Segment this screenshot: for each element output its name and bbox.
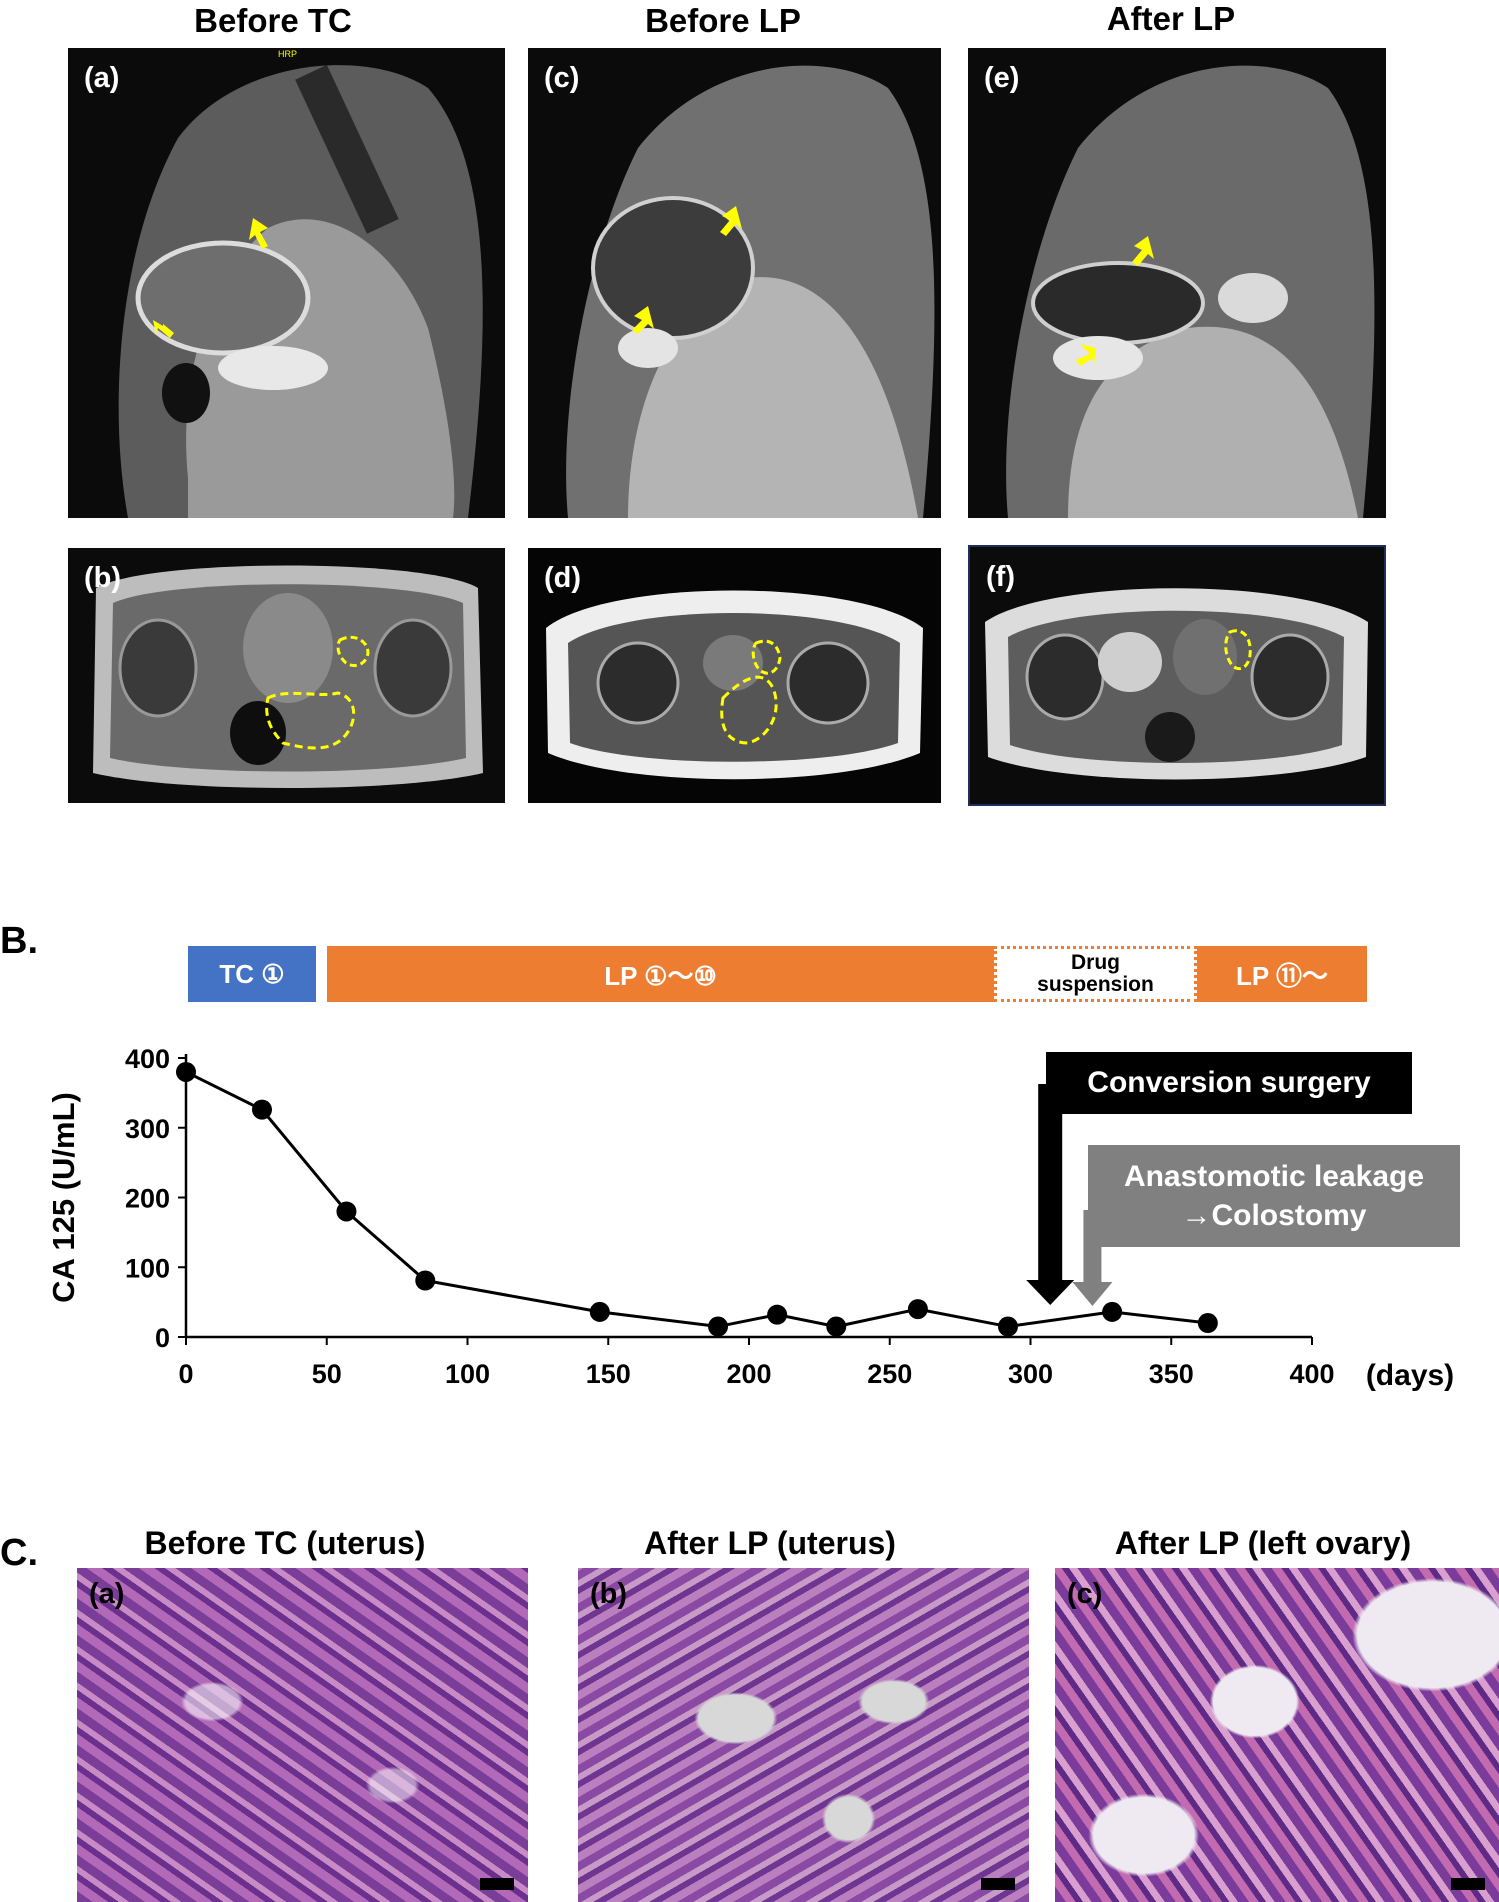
yellow-arrow-icon — [153, 320, 174, 338]
histology-image-c: (c) — [1055, 1568, 1499, 1902]
column-title-before-tc: Before TC — [194, 2, 352, 39]
image-label-d: (d) — [544, 562, 582, 594]
data-point — [826, 1316, 847, 1337]
x-tick-label: 50 — [312, 1359, 342, 1389]
x-tick-label: 150 — [586, 1359, 631, 1389]
x-tick-label: 350 — [1149, 1359, 1194, 1389]
x-axis-label: (days) — [1366, 1359, 1454, 1392]
callout-leakage-line2: →Colostomy — [1181, 1199, 1367, 1232]
mri-axial-f: (f) — [968, 545, 1386, 806]
callout-leakage-line1: Anastomotic leakage — [1123, 1160, 1425, 1193]
data-point — [997, 1316, 1018, 1337]
image-label-e: (e) — [984, 62, 1020, 94]
data-point — [252, 1099, 273, 1120]
x-tick-label: 300 — [1008, 1359, 1053, 1389]
callout-anastomotic-leakage: Anastomotic leakage →Colostomy — [1088, 1145, 1460, 1247]
histo-label-b: (b) — [590, 1578, 628, 1610]
callout-conversion-surgery: Conversion surgery — [1046, 1052, 1412, 1114]
panel-letter-b: B. — [0, 920, 38, 962]
data-point — [1197, 1313, 1218, 1334]
mri-sagittal-e: (e) — [968, 48, 1386, 518]
tumor-outline — [1224, 629, 1252, 671]
y-tick-label: 400 — [125, 1044, 170, 1074]
data-point — [415, 1270, 436, 1291]
mri-axial-b: (b) — [68, 548, 505, 803]
x-tick-label: 200 — [726, 1359, 771, 1389]
image-label-a: (a) — [84, 62, 120, 94]
column-title-before-lp: Before LP — [645, 2, 801, 39]
image-label-c: (c) — [544, 62, 580, 94]
timeline-lp-11: LP ⑪～ — [1197, 946, 1367, 1002]
column-title-after-lp: After LP — [1106, 0, 1236, 37]
y-tick-label: 0 — [155, 1323, 170, 1353]
histology-image-a: (a) — [77, 1568, 528, 1902]
mri-sagittal-a-image: HRP — [118, 49, 483, 518]
tumor-outline — [751, 639, 782, 675]
leakage-arrow-icon — [1072, 1210, 1113, 1306]
data-point — [1102, 1301, 1123, 1322]
data-point — [589, 1301, 610, 1322]
mri-sagittal-a: HRP (a) — [68, 48, 505, 518]
histology-image-b: (b) — [578, 1568, 1029, 1902]
data-point — [708, 1316, 729, 1337]
mri-axial-d-image — [528, 548, 941, 803]
x-tick-label: 0 — [178, 1359, 193, 1389]
watermark-text: HRP — [278, 49, 297, 59]
x-tick-label: 100 — [445, 1359, 490, 1389]
mri-sagittal-e-image — [1006, 65, 1375, 518]
ca125-series-line — [185, 1070, 1209, 1329]
histo-title-c: After LP (left ovary) — [1114, 1525, 1412, 1561]
timeline-drug-suspension: Drug suspension — [994, 946, 1197, 1002]
yellow-arrow-icon — [249, 218, 268, 249]
yellow-arrow-icon — [1132, 236, 1154, 266]
surgery-arrow-icon — [1026, 1084, 1075, 1305]
x-tick-label: 400 — [1289, 1359, 1334, 1389]
tumor-outline — [265, 691, 356, 750]
y-tick-label: 200 — [125, 1184, 170, 1214]
data-point — [336, 1201, 357, 1222]
histo-label-a: (a) — [89, 1578, 125, 1610]
timeline-lp-1-10: LP ①～⑩ — [327, 946, 994, 1002]
scale-bar — [480, 1878, 514, 1890]
tumor-outline — [720, 675, 778, 745]
yellow-arrow-icon — [632, 306, 654, 334]
data-point — [176, 1061, 196, 1082]
data-point — [767, 1304, 788, 1325]
y-tick-label: 300 — [125, 1114, 170, 1144]
histo-title-a: Before TC (uterus) — [144, 1525, 426, 1561]
scale-bar — [1451, 1878, 1485, 1890]
mri-axial-b-image — [93, 565, 483, 788]
panel-letter-c: C. — [0, 1532, 38, 1574]
mri-sagittal-c: (c) — [528, 48, 941, 518]
yellow-arrow-icon — [720, 206, 742, 236]
image-label-f: (f) — [986, 561, 1015, 593]
y-axis-label: CA 125 (U/mL) — [46, 1092, 81, 1303]
mri-axial-d: (d) — [528, 548, 941, 803]
timeline-tc: TC ① — [188, 946, 316, 1002]
mri-sagittal-c-image — [566, 65, 935, 518]
scale-bar — [981, 1878, 1015, 1890]
image-label-b: (b) — [84, 562, 122, 594]
y-tick-label: 100 — [125, 1253, 170, 1283]
yellow-arrow-icon — [1076, 344, 1096, 366]
data-point — [907, 1299, 928, 1320]
x-tick-label: 250 — [867, 1359, 912, 1389]
histo-label-c: (c) — [1067, 1578, 1103, 1610]
histo-title-b: After LP (uterus) — [644, 1525, 896, 1561]
mri-axial-f-image — [985, 588, 1368, 780]
tumor-outline — [336, 635, 370, 667]
ca125-chart: 0 50 100 150 200 250 300 350 400 0 100 200 300 400 CA … — [46, 1044, 1454, 1392]
